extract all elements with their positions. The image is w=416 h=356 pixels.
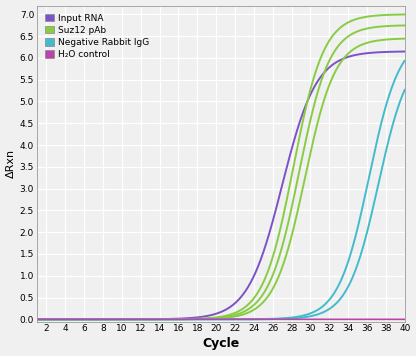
Y-axis label: ΔRxn: ΔRxn [5, 149, 15, 178]
X-axis label: Cycle: Cycle [202, 337, 240, 350]
Legend: Input RNA, Suz12 pAb, Negative Rabbit IgG, H₂O control: Input RNA, Suz12 pAb, Negative Rabbit Ig… [41, 10, 153, 63]
